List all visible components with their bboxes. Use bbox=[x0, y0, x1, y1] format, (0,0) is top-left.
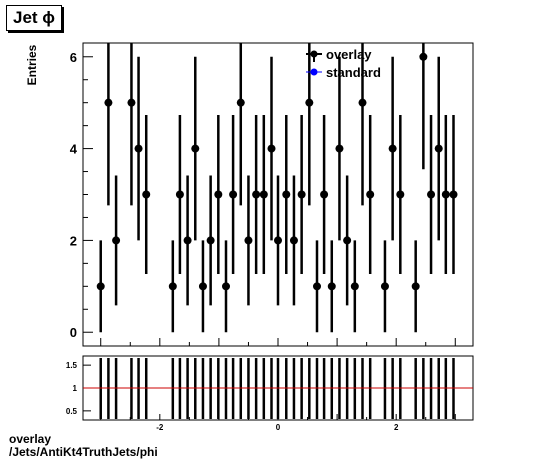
y-tick-label: 6 bbox=[70, 50, 77, 65]
data-point bbox=[396, 190, 405, 199]
ratio-y-tick-label: 1.5 bbox=[66, 361, 78, 370]
plot-title: Jet ϕ bbox=[6, 5, 63, 31]
data-point bbox=[289, 236, 298, 245]
data-point bbox=[168, 282, 177, 291]
ratio-x-tick-label: 2 bbox=[394, 423, 399, 432]
data-points bbox=[96, 43, 458, 333]
data-point bbox=[142, 190, 151, 199]
y-axis-label: Entries bbox=[25, 44, 39, 85]
data-point bbox=[343, 236, 352, 245]
data-point bbox=[449, 190, 458, 199]
data-point bbox=[335, 144, 344, 153]
data-point bbox=[419, 52, 428, 61]
data-point bbox=[297, 190, 306, 199]
data-point bbox=[175, 190, 184, 199]
data-point bbox=[350, 282, 359, 291]
legend-standard-dot bbox=[310, 68, 318, 76]
ratio-axis-ticks: 0.5 1 1.5 -2 0 2 bbox=[66, 361, 456, 432]
data-point bbox=[104, 98, 113, 107]
data-point bbox=[366, 190, 375, 199]
data-point bbox=[320, 190, 329, 199]
ratio-x-tick-label: 0 bbox=[276, 423, 281, 432]
data-point bbox=[305, 98, 314, 107]
legend-standard-label: standard bbox=[326, 65, 381, 80]
data-point bbox=[380, 282, 389, 291]
data-point bbox=[267, 144, 276, 153]
y-tick-label: 0 bbox=[70, 325, 77, 340]
legend-overlay-label: overlay bbox=[326, 47, 372, 62]
data-point bbox=[236, 98, 245, 107]
ratio-y-tick-label: 1 bbox=[73, 384, 78, 393]
data-point bbox=[134, 144, 143, 153]
data-point bbox=[388, 144, 397, 153]
data-point bbox=[198, 282, 207, 291]
y-tick-label: 2 bbox=[70, 233, 77, 248]
data-point bbox=[434, 144, 443, 153]
data-point bbox=[313, 282, 321, 291]
data-point bbox=[252, 190, 261, 199]
data-point bbox=[229, 190, 238, 199]
data-point bbox=[222, 282, 230, 291]
data-point bbox=[411, 282, 420, 291]
data-point bbox=[183, 236, 192, 245]
legend: overlay standard bbox=[306, 47, 381, 80]
data-point bbox=[441, 190, 450, 199]
data-point bbox=[206, 236, 215, 245]
data-point bbox=[327, 282, 336, 291]
data-point bbox=[274, 236, 282, 245]
footer-line-1: overlay bbox=[9, 432, 52, 446]
footer-line-2: /Jets/AntiKt4TruthJets/phi bbox=[9, 445, 158, 459]
footer-caption: overlay /Jets/AntiKt4TruthJets/phi bbox=[9, 433, 158, 459]
ratio-x-tick-label: -2 bbox=[156, 423, 164, 432]
data-point bbox=[191, 144, 200, 153]
data-point bbox=[282, 190, 291, 199]
main-axis-ticks: 0 2 4 6 bbox=[70, 50, 456, 346]
data-point bbox=[112, 236, 121, 245]
y-tick-label: 4 bbox=[70, 142, 78, 157]
data-point bbox=[259, 190, 268, 199]
ratio-y-tick-label: 0.5 bbox=[66, 407, 78, 416]
data-point bbox=[214, 190, 223, 199]
data-point bbox=[244, 236, 253, 245]
data-point bbox=[427, 190, 436, 199]
legend-overlay-dot bbox=[310, 50, 318, 58]
data-point bbox=[96, 282, 105, 291]
data-point bbox=[127, 98, 136, 107]
data-point bbox=[358, 98, 367, 107]
